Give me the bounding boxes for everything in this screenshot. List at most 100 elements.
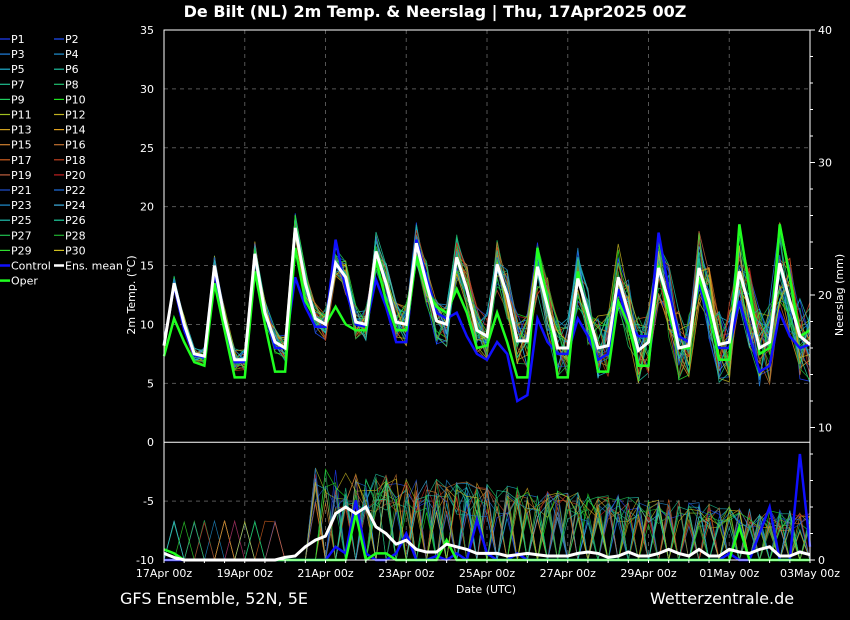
- legend-label: Ens. mean: [65, 260, 123, 273]
- legend-label: P1: [11, 33, 25, 46]
- y-tick-label-right: 30: [818, 157, 832, 170]
- legend-label: Oper: [11, 275, 38, 288]
- legend-entry: P3: [0, 48, 25, 61]
- axes: 35 30 25 20 15 10 5 0 -5 -10 40 30 20 10 0 17Apr 00z 19A…: [136, 24, 840, 580]
- legend-entry: P13: [0, 124, 32, 137]
- y-tick-label-left: 20: [140, 201, 154, 214]
- legend-label: P29: [11, 244, 32, 257]
- footer-source: GFS Ensemble, 52N, 5E: [120, 589, 308, 608]
- legend-label: P19: [11, 169, 32, 182]
- legend-entry: P19: [0, 169, 32, 182]
- legend-entry: P25: [0, 214, 32, 227]
- chart-title: De Bilt (NL) 2m Temp. & Neerslag | Thu, …: [184, 2, 687, 22]
- y-tick-label-right: 10: [818, 422, 832, 435]
- x-axis-label: Date (UTC): [456, 583, 516, 596]
- legend-label: P28: [65, 229, 86, 242]
- legend-entry: P20: [54, 169, 86, 182]
- legend-label: P6: [65, 63, 79, 76]
- x-tick-label: 21Apr 00z: [297, 567, 354, 580]
- x-tick-label: 03May 00z: [780, 567, 840, 580]
- y-tick-label-left: 25: [140, 142, 154, 155]
- legend-entry: P11: [0, 109, 32, 122]
- legend-label: P17: [11, 154, 32, 167]
- legend-label: P7: [11, 78, 25, 91]
- legend-entry: P30: [54, 244, 86, 257]
- legend-label: P20: [65, 169, 86, 182]
- legend-entry: Ens. mean: [54, 260, 123, 273]
- legend-entry: P29: [0, 244, 32, 257]
- footer-site: Wetterzentrale.de: [650, 589, 795, 608]
- y-tick-label-right: 40: [818, 24, 832, 37]
- x-tick-label: 23Apr 00z: [378, 567, 435, 580]
- legend-entry: Oper: [0, 275, 38, 288]
- legend-entry: P21: [0, 184, 32, 197]
- legend-entry: P18: [54, 154, 86, 167]
- y-tick-label-left: 15: [140, 260, 154, 273]
- legend-entry: P5: [0, 63, 25, 76]
- legend-entry: P24: [54, 199, 86, 212]
- legend-entry: P27: [0, 229, 32, 242]
- legend-entry: P22: [54, 184, 86, 197]
- legend-label: P14: [65, 124, 86, 137]
- y-tick-label-left: 10: [140, 318, 154, 331]
- legend-entry: P7: [0, 78, 25, 91]
- y-tick-label-left: 0: [147, 436, 154, 449]
- y-axis-label-right: Neerslag (mm): [833, 254, 846, 336]
- y-tick-label-left: -5: [143, 495, 154, 508]
- legend-entry: P14: [54, 124, 86, 137]
- legend-label: P24: [65, 199, 86, 212]
- legend-label: P13: [11, 124, 32, 137]
- legend-label: P23: [11, 199, 32, 212]
- legend-entry: P23: [0, 199, 32, 212]
- x-tick-label: 19Apr 00z: [217, 567, 274, 580]
- legend-entry: P9: [0, 93, 25, 106]
- legend-entry: P16: [54, 139, 86, 152]
- legend-entry: P12: [54, 109, 86, 122]
- legend-label: P2: [65, 33, 79, 46]
- legend-label: P10: [65, 93, 86, 106]
- legend-label: P11: [11, 109, 32, 122]
- legend-label: P4: [65, 48, 79, 61]
- y-tick-label-left: 35: [140, 24, 154, 37]
- x-tick-label: 27Apr 00z: [540, 567, 597, 580]
- legend-entry: P28: [54, 229, 86, 242]
- y-tick-label-right: 20: [818, 289, 832, 302]
- legend-entry: Control: [0, 260, 51, 273]
- legend-entry: P17: [0, 154, 32, 167]
- legend-label: P15: [11, 139, 32, 152]
- legend-label: P18: [65, 154, 86, 167]
- legend-label: P22: [65, 184, 86, 197]
- y-axis-label-left: 2m Temp. (°C): [125, 255, 138, 334]
- legend-label: P9: [11, 93, 25, 106]
- legend-entry: P2: [54, 33, 79, 46]
- legend-label: Control: [11, 260, 51, 273]
- x-tick-label: 25Apr 00z: [459, 567, 516, 580]
- legend-entry: P8: [54, 78, 79, 91]
- legend-label: P8: [65, 78, 79, 91]
- legend-label: P21: [11, 184, 32, 197]
- x-tick-label: 01May 00z: [699, 567, 759, 580]
- legend-label: P26: [65, 214, 86, 227]
- legend-entry: P6: [54, 63, 79, 76]
- legend: P1 P2 P3 P4 P5 P6 P7 P8 P9 P10 P11 P12 P13 P14 P15 P16 P…: [0, 33, 123, 288]
- legend-label: P5: [11, 63, 25, 76]
- legend-label: P3: [11, 48, 25, 61]
- legend-entry: P10: [54, 93, 86, 106]
- legend-entry: P1: [0, 33, 25, 46]
- legend-label: P30: [65, 244, 86, 257]
- y-tick-label-left: -10: [136, 554, 154, 567]
- legend-label: P27: [11, 229, 32, 242]
- legend-entry: P26: [54, 214, 86, 227]
- x-tick-label: 17Apr 00z: [136, 567, 193, 580]
- legend-entry: P15: [0, 139, 32, 152]
- precip-ensemble-line: [164, 488, 811, 561]
- legend-label: P12: [65, 109, 86, 122]
- legend-label: P25: [11, 214, 32, 227]
- x-tick-label: 29Apr 00z: [620, 567, 677, 580]
- y-tick-label-right: 0: [818, 554, 825, 567]
- legend-label: P16: [65, 139, 86, 152]
- series-line-oper: [162, 224, 811, 379]
- y-tick-label-left: 5: [147, 377, 154, 390]
- legend-entry: P4: [54, 48, 79, 61]
